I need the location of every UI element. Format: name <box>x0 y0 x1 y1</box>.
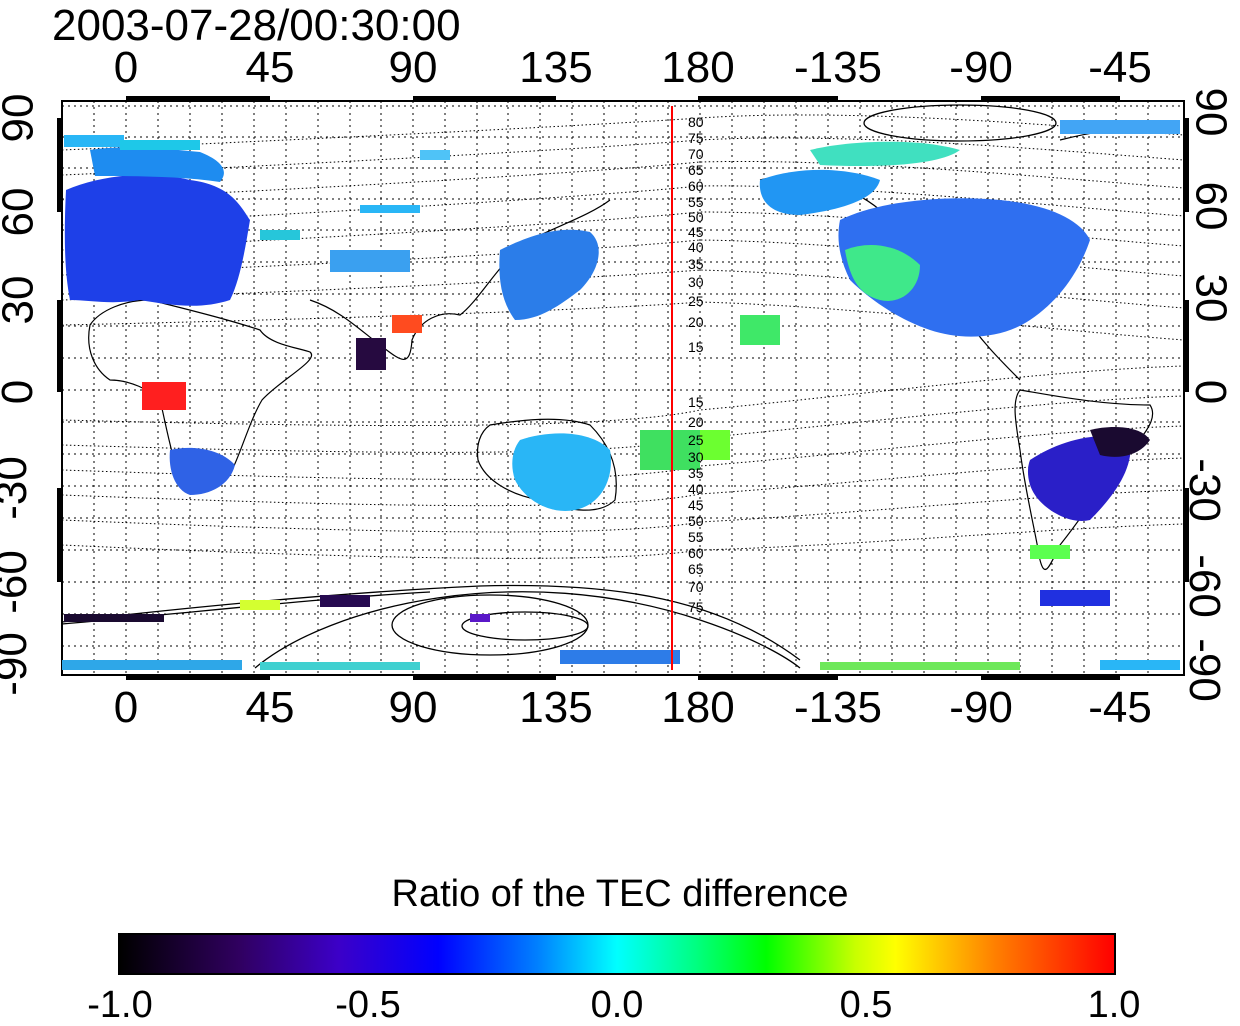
bottom-tick-45: 45 <box>245 683 295 732</box>
contour-label-n40: 40 <box>688 239 704 255</box>
contour-label-n20: 20 <box>688 314 704 330</box>
contour-label-s20: 20 <box>688 414 704 430</box>
contour-label-s30: 30 <box>688 449 704 465</box>
top-tick-0: 0 <box>113 43 139 92</box>
contour-label-s15: 15 <box>688 394 704 410</box>
bottom-tick-neg90: -90 <box>949 683 1013 732</box>
colorbar-label-1: 1.0 <box>1087 984 1141 1026</box>
colorbar-label-0: 0.0 <box>590 984 644 1026</box>
top-tick-135: 135 <box>519 43 593 92</box>
contour-label-s65: 65 <box>688 561 704 577</box>
contour-label-n65: 65 <box>688 162 704 178</box>
contour-label-s70: 70 <box>688 579 704 595</box>
colorbar-label-neg1: -1.0 <box>87 984 153 1026</box>
contour-label-n35: 35 <box>688 256 704 272</box>
top-tick-45: 45 <box>245 43 295 92</box>
contour-label-n75: 75 <box>688 130 704 146</box>
south-polar-contours <box>61 104 1057 669</box>
map-frame <box>61 100 1185 676</box>
colorbar-label-neg05: -0.5 <box>335 984 401 1026</box>
colorbar-label-05: 0.5 <box>839 984 893 1026</box>
top-tick-180: 180 <box>661 43 735 92</box>
colorbar-title: Ratio of the TEC difference <box>391 873 849 915</box>
top-tick-neg90: -90 <box>949 43 1013 92</box>
contour-label-n70: 70 <box>688 146 704 162</box>
top-tick-neg45: -45 <box>1088 43 1152 92</box>
bottom-tick-0: 0 <box>113 683 139 732</box>
contour-label-s45: 45 <box>688 497 704 513</box>
bottom-tick-neg135: -135 <box>793 683 883 732</box>
tec-data-patches <box>62 120 1180 670</box>
bottom-tick-neg45: -45 <box>1088 683 1152 732</box>
colorbar <box>118 933 1116 975</box>
bottom-tick-135: 135 <box>519 683 593 732</box>
contour-label-n50: 50 <box>688 209 704 225</box>
contour-label-n60: 60 <box>688 178 704 194</box>
contour-label-s55: 55 <box>688 529 704 545</box>
top-tick-90: 90 <box>388 43 438 92</box>
contour-label-n45: 45 <box>688 224 704 240</box>
contour-label-n15: 15 <box>688 339 704 355</box>
contour-label-s50: 50 <box>688 513 704 529</box>
top-tick-neg135: -135 <box>793 43 883 92</box>
contour-label-s35: 35 <box>688 465 704 481</box>
contour-label-n55: 55 <box>688 194 704 210</box>
axis-bars <box>57 96 1189 680</box>
contour-label-s75: 75 <box>688 599 704 615</box>
contour-label-s60: 60 <box>688 545 704 561</box>
contour-label-n30: 30 <box>688 274 704 290</box>
contour-label-n25: 25 <box>688 293 704 309</box>
contour-labels: 80 75 70 65 60 55 50 45 40 35 30 25 20 1… <box>688 114 704 615</box>
contour-label-s40: 40 <box>688 481 704 497</box>
bottom-tick-180: 180 <box>661 683 735 732</box>
contour-label-s25: 25 <box>688 432 704 448</box>
timestamp-title: 2003-07-28/00:30:00 <box>52 1 461 50</box>
contour-label-n80: 80 <box>688 114 704 130</box>
bottom-tick-90: 90 <box>388 683 438 732</box>
